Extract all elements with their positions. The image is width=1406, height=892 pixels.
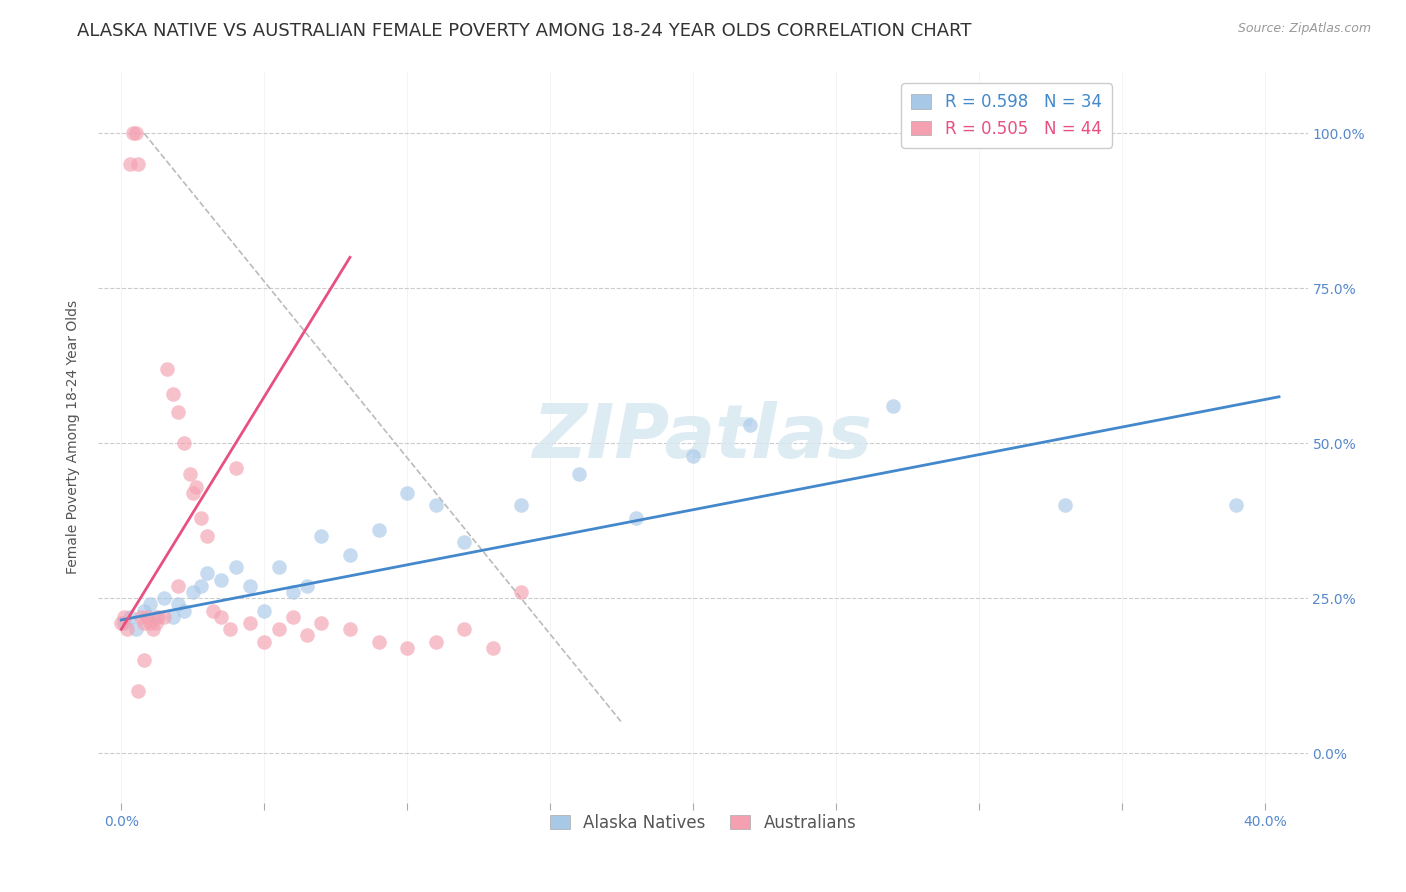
Point (882, 399, 904, 413)
Point (311, 615, 333, 630)
Point (311, 529, 333, 543)
Text: ALASKA NATIVE VS AUSTRALIAN FEMALE POVERTY AMONG 18-24 YEAR OLDS CORRELATION CHA: ALASKA NATIVE VS AUSTRALIAN FEMALE POVER… (77, 22, 972, 40)
Point (139, 598, 162, 612)
Point (173, 436, 195, 450)
Point (1225, 498, 1247, 512)
Point (118, 157, 141, 171)
Point (295, 628, 318, 642)
Point (267, 560, 290, 574)
Point (134, 615, 156, 630)
Point (195, 529, 218, 543)
Point (253, 604, 276, 618)
Point (156, 362, 179, 376)
Point (162, 386, 184, 401)
Point (129, 610, 152, 624)
Point (127, 157, 149, 171)
Point (127, 684, 149, 698)
Point (112, 615, 135, 630)
Point (339, 622, 361, 636)
Point (425, 634, 447, 648)
Point (153, 610, 176, 624)
Point (682, 449, 704, 463)
Legend: Alaska Natives, Australians: Alaska Natives, Australians (543, 807, 863, 838)
Point (184, 480, 207, 494)
Point (396, 640, 419, 655)
Point (167, 405, 190, 419)
Point (145, 610, 167, 624)
Point (181, 486, 204, 500)
Point (145, 615, 167, 630)
Point (624, 510, 647, 524)
Point (281, 585, 304, 599)
Point (225, 560, 247, 574)
Point (139, 615, 162, 630)
Point (367, 523, 389, 537)
Point (121, 126, 143, 140)
Text: ZIPatlas: ZIPatlas (533, 401, 873, 474)
Text: Source: ZipAtlas.com: Source: ZipAtlas.com (1237, 22, 1371, 36)
Point (190, 510, 212, 524)
Point (167, 579, 190, 593)
Point (134, 653, 156, 667)
Point (281, 610, 304, 624)
Point (219, 622, 242, 636)
Point (453, 622, 475, 636)
Point (179, 467, 201, 482)
Point (510, 498, 533, 512)
Point (482, 640, 505, 655)
Point (148, 610, 170, 624)
Point (110, 615, 132, 630)
Point (124, 126, 146, 140)
Point (568, 467, 591, 482)
Point (134, 604, 156, 618)
Point (162, 610, 184, 624)
Y-axis label: Female Poverty Among 18-24 Year Olds: Female Poverty Among 18-24 Year Olds (66, 300, 80, 574)
Point (267, 622, 290, 636)
Point (740, 417, 762, 432)
Point (201, 604, 224, 618)
Point (1053, 498, 1076, 512)
Point (112, 610, 135, 624)
Point (153, 591, 176, 606)
Point (253, 634, 276, 648)
Point (209, 573, 232, 587)
Point (295, 579, 318, 593)
Point (453, 535, 475, 549)
Point (396, 486, 419, 500)
Point (190, 579, 212, 593)
Point (136, 610, 159, 624)
Point (181, 585, 204, 599)
Point (173, 604, 195, 618)
Point (239, 579, 262, 593)
Point (510, 585, 533, 599)
Point (167, 598, 190, 612)
Point (425, 498, 447, 512)
Point (118, 610, 141, 624)
Point (142, 622, 165, 636)
Point (339, 548, 361, 562)
Point (124, 622, 146, 636)
Point (195, 566, 218, 581)
Point (209, 610, 232, 624)
Point (367, 634, 389, 648)
Point (239, 615, 262, 630)
Point (225, 461, 247, 475)
Point (115, 622, 138, 636)
